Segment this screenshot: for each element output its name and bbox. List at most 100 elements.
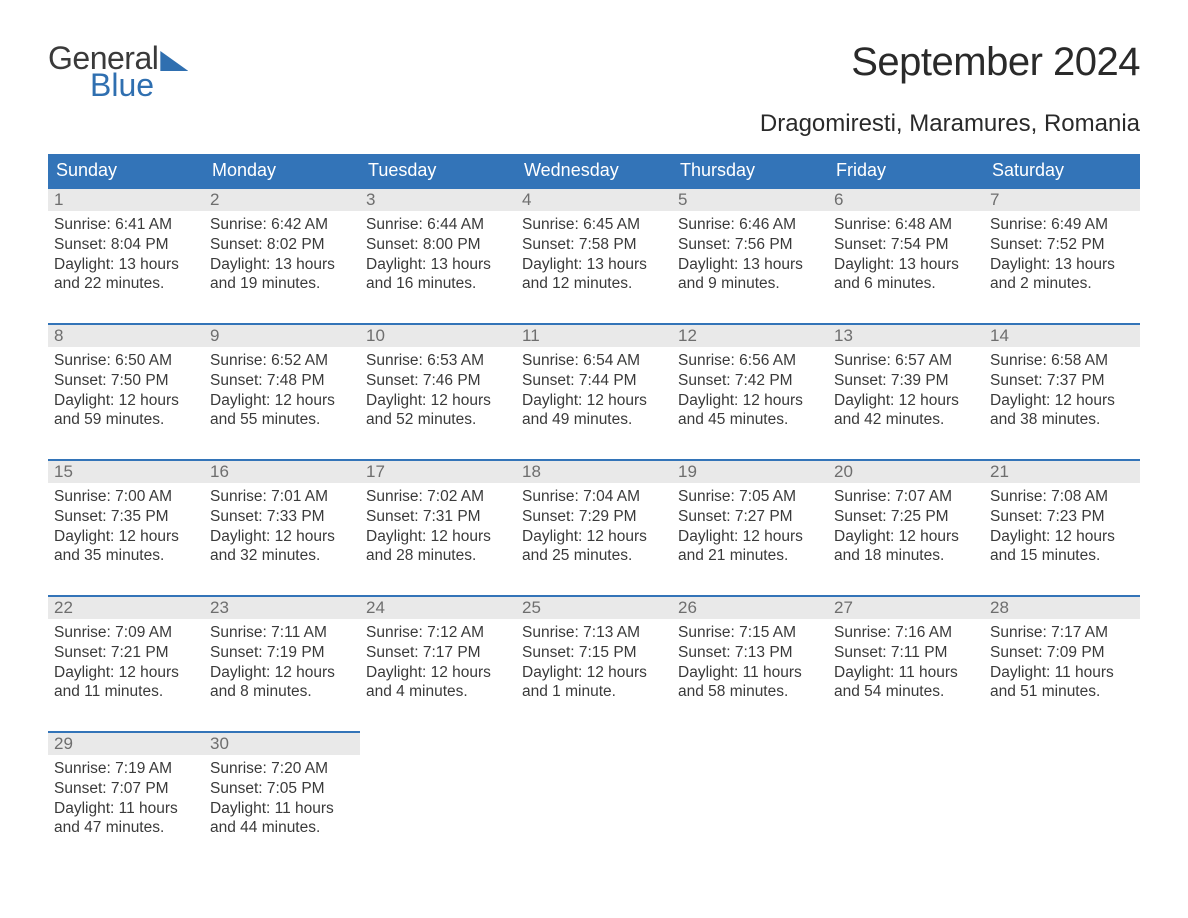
header: General Blue September 2024 bbox=[48, 40, 1140, 104]
day-dl2: and 18 minutes. bbox=[834, 546, 978, 566]
weekday-label: Friday bbox=[828, 154, 984, 187]
day-number: 27 bbox=[828, 597, 984, 619]
day-dl1: Daylight: 12 hours bbox=[990, 527, 1134, 547]
day-cell: 4Sunrise: 6:45 AMSunset: 7:58 PMDaylight… bbox=[516, 187, 672, 305]
day-dl2: and 52 minutes. bbox=[366, 410, 510, 430]
day-sunrise: Sunrise: 7:07 AM bbox=[834, 487, 978, 507]
day-sunrise: Sunrise: 7:04 AM bbox=[522, 487, 666, 507]
day-body: Sunrise: 6:49 AMSunset: 7:52 PMDaylight:… bbox=[984, 211, 1140, 298]
day-sunset: Sunset: 7:46 PM bbox=[366, 371, 510, 391]
day-body: Sunrise: 6:42 AMSunset: 8:02 PMDaylight:… bbox=[204, 211, 360, 298]
day-body: Sunrise: 7:09 AMSunset: 7:21 PMDaylight:… bbox=[48, 619, 204, 706]
day-sunset: Sunset: 7:37 PM bbox=[990, 371, 1134, 391]
day-dl2: and 9 minutes. bbox=[678, 274, 822, 294]
day-number: 3 bbox=[360, 189, 516, 211]
day-sunset: Sunset: 7:27 PM bbox=[678, 507, 822, 527]
day-sunrise: Sunrise: 7:11 AM bbox=[210, 623, 354, 643]
day-dl1: Daylight: 11 hours bbox=[678, 663, 822, 683]
day-sunset: Sunset: 7:44 PM bbox=[522, 371, 666, 391]
day-dl1: Daylight: 12 hours bbox=[366, 391, 510, 411]
day-sunrise: Sunrise: 7:16 AM bbox=[834, 623, 978, 643]
day-sunset: Sunset: 8:02 PM bbox=[210, 235, 354, 255]
day-sunset: Sunset: 7:54 PM bbox=[834, 235, 978, 255]
day-cell: 18Sunrise: 7:04 AMSunset: 7:29 PMDayligh… bbox=[516, 459, 672, 577]
day-body: Sunrise: 7:07 AMSunset: 7:25 PMDaylight:… bbox=[828, 483, 984, 570]
day-sunset: Sunset: 7:07 PM bbox=[54, 779, 198, 799]
day-dl1: Daylight: 13 hours bbox=[990, 255, 1134, 275]
day-sunrise: Sunrise: 7:09 AM bbox=[54, 623, 198, 643]
day-dl1: Daylight: 12 hours bbox=[54, 527, 198, 547]
day-body: Sunrise: 6:53 AMSunset: 7:46 PMDaylight:… bbox=[360, 347, 516, 434]
day-sunrise: Sunrise: 7:01 AM bbox=[210, 487, 354, 507]
day-number: 8 bbox=[48, 325, 204, 347]
day-sunset: Sunset: 8:00 PM bbox=[366, 235, 510, 255]
weekday-label: Saturday bbox=[984, 154, 1140, 187]
day-sunrise: Sunrise: 6:48 AM bbox=[834, 215, 978, 235]
day-sunrise: Sunrise: 7:15 AM bbox=[678, 623, 822, 643]
day-sunrise: Sunrise: 7:20 AM bbox=[210, 759, 354, 779]
day-dl1: Daylight: 13 hours bbox=[54, 255, 198, 275]
day-sunset: Sunset: 7:05 PM bbox=[210, 779, 354, 799]
week-row: 22Sunrise: 7:09 AMSunset: 7:21 PMDayligh… bbox=[48, 595, 1140, 713]
day-sunset: Sunset: 7:35 PM bbox=[54, 507, 198, 527]
day-dl2: and 1 minute. bbox=[522, 682, 666, 702]
week-row: 15Sunrise: 7:00 AMSunset: 7:35 PMDayligh… bbox=[48, 459, 1140, 577]
day-number: 28 bbox=[984, 597, 1140, 619]
day-sunset: Sunset: 7:19 PM bbox=[210, 643, 354, 663]
day-number: 16 bbox=[204, 461, 360, 483]
day-cell: 11Sunrise: 6:54 AMSunset: 7:44 PMDayligh… bbox=[516, 323, 672, 441]
day-sunset: Sunset: 7:09 PM bbox=[990, 643, 1134, 663]
day-dl2: and 47 minutes. bbox=[54, 818, 198, 838]
day-cell: 26Sunrise: 7:15 AMSunset: 7:13 PMDayligh… bbox=[672, 595, 828, 713]
day-cell: 16Sunrise: 7:01 AMSunset: 7:33 PMDayligh… bbox=[204, 459, 360, 577]
brand-logo: General Blue bbox=[48, 40, 188, 104]
day-dl1: Daylight: 12 hours bbox=[678, 391, 822, 411]
day-sunset: Sunset: 7:50 PM bbox=[54, 371, 198, 391]
day-body: Sunrise: 6:54 AMSunset: 7:44 PMDaylight:… bbox=[516, 347, 672, 434]
day-sunrise: Sunrise: 6:58 AM bbox=[990, 351, 1134, 371]
day-number: 6 bbox=[828, 189, 984, 211]
day-cell: 1Sunrise: 6:41 AMSunset: 8:04 PMDaylight… bbox=[48, 187, 204, 305]
day-number: 19 bbox=[672, 461, 828, 483]
day-dl2: and 35 minutes. bbox=[54, 546, 198, 566]
day-sunrise: Sunrise: 6:45 AM bbox=[522, 215, 666, 235]
day-dl1: Daylight: 12 hours bbox=[522, 391, 666, 411]
day-number: 25 bbox=[516, 597, 672, 619]
day-dl1: Daylight: 12 hours bbox=[54, 391, 198, 411]
day-dl1: Daylight: 12 hours bbox=[210, 527, 354, 547]
day-sunset: Sunset: 7:52 PM bbox=[990, 235, 1134, 255]
day-dl2: and 58 minutes. bbox=[678, 682, 822, 702]
day-cell: 9Sunrise: 6:52 AMSunset: 7:48 PMDaylight… bbox=[204, 323, 360, 441]
weekday-label: Thursday bbox=[672, 154, 828, 187]
day-sunrise: Sunrise: 6:50 AM bbox=[54, 351, 198, 371]
day-empty bbox=[360, 731, 516, 849]
day-body: Sunrise: 7:12 AMSunset: 7:17 PMDaylight:… bbox=[360, 619, 516, 706]
week-row: 1Sunrise: 6:41 AMSunset: 8:04 PMDaylight… bbox=[48, 187, 1140, 305]
day-dl1: Daylight: 13 hours bbox=[678, 255, 822, 275]
day-dl2: and 49 minutes. bbox=[522, 410, 666, 430]
day-cell: 17Sunrise: 7:02 AMSunset: 7:31 PMDayligh… bbox=[360, 459, 516, 577]
day-body: Sunrise: 7:17 AMSunset: 7:09 PMDaylight:… bbox=[984, 619, 1140, 706]
day-sunset: Sunset: 7:39 PM bbox=[834, 371, 978, 391]
day-sunset: Sunset: 7:29 PM bbox=[522, 507, 666, 527]
day-sunset: Sunset: 7:31 PM bbox=[366, 507, 510, 527]
day-body: Sunrise: 7:08 AMSunset: 7:23 PMDaylight:… bbox=[984, 483, 1140, 570]
day-body: Sunrise: 6:45 AMSunset: 7:58 PMDaylight:… bbox=[516, 211, 672, 298]
day-sunrise: Sunrise: 7:08 AM bbox=[990, 487, 1134, 507]
day-cell: 8 Sunrise: 6:50 AMSunset: 7:50 PMDaylight… bbox=[48, 323, 204, 441]
day-dl1: Daylight: 13 hours bbox=[834, 255, 978, 275]
day-cell: 14Sunrise: 6:58 AMSunset: 7:37 PMDayligh… bbox=[984, 323, 1140, 441]
day-dl2: and 12 minutes. bbox=[522, 274, 666, 294]
day-dl2: and 44 minutes. bbox=[210, 818, 354, 838]
day-body: Sunrise: 7:05 AMSunset: 7:27 PMDaylight:… bbox=[672, 483, 828, 570]
day-sunrise: Sunrise: 7:13 AM bbox=[522, 623, 666, 643]
day-dl2: and 45 minutes. bbox=[678, 410, 822, 430]
day-cell: 29Sunrise: 7:19 AMSunset: 7:07 PMDayligh… bbox=[48, 731, 204, 849]
day-sunset: Sunset: 7:21 PM bbox=[54, 643, 198, 663]
day-dl1: Daylight: 13 hours bbox=[366, 255, 510, 275]
day-sunrise: Sunrise: 6:41 AM bbox=[54, 215, 198, 235]
day-number: 10 bbox=[360, 325, 516, 347]
day-number: 4 bbox=[516, 189, 672, 211]
day-number: 18 bbox=[516, 461, 672, 483]
day-dl1: Daylight: 11 hours bbox=[210, 799, 354, 819]
